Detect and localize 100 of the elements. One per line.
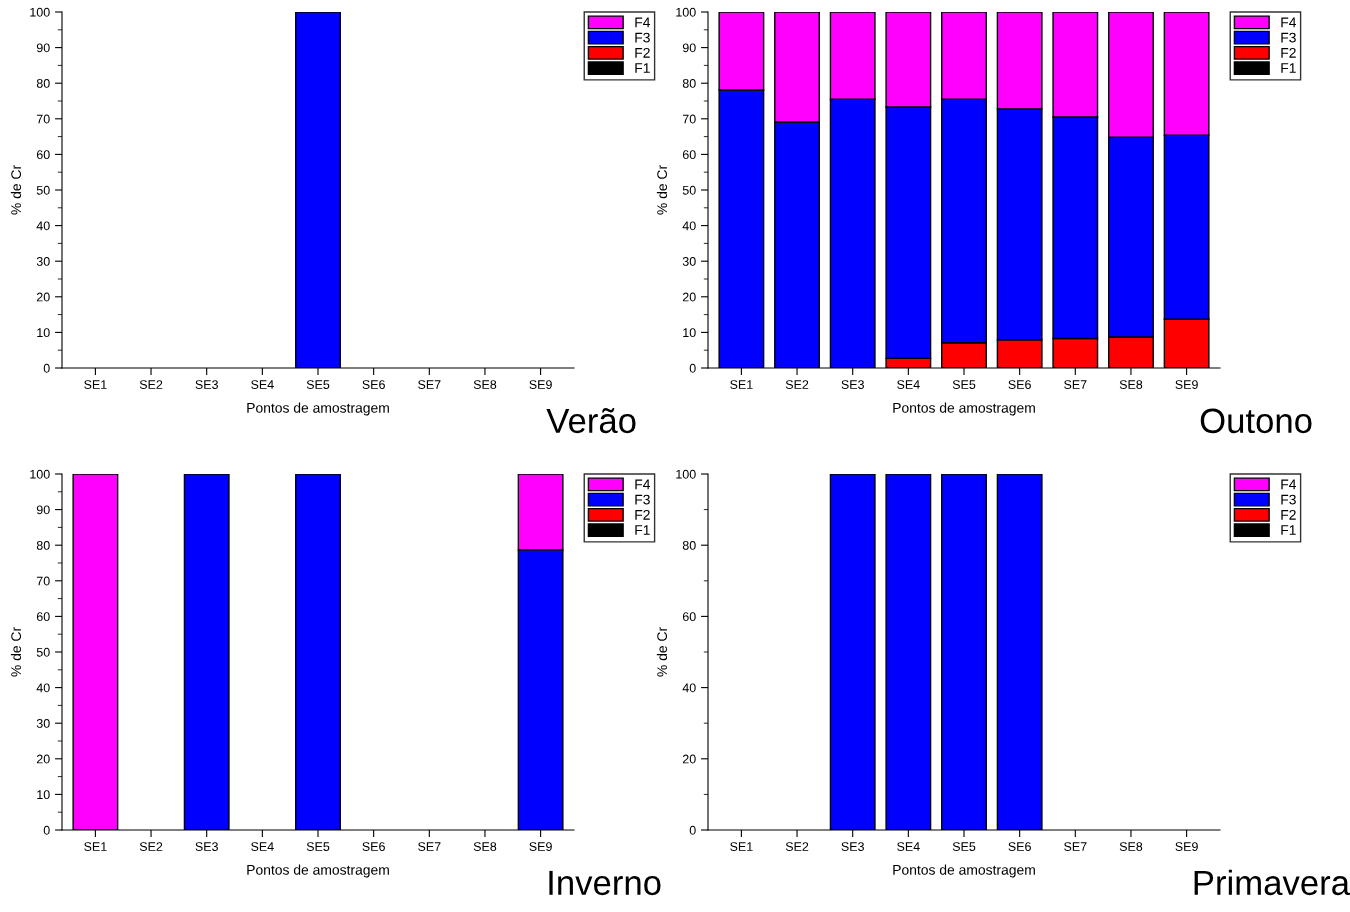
x-tick-label: SE6	[1008, 842, 1031, 851]
y-tick-label: 60	[36, 150, 50, 160]
y-tick-label: 30	[36, 257, 50, 266]
y-tick-label: 70	[36, 114, 50, 124]
legend-label: F4	[635, 17, 651, 28]
y-tick-label: 20	[682, 754, 696, 764]
x-tick-label: SE9	[1175, 842, 1198, 851]
y-tick-label: 60	[36, 612, 50, 622]
x-tick-label: SE5	[306, 380, 330, 389]
y-tick-label: 90	[36, 505, 50, 515]
x-tick-label: SE3	[195, 842, 218, 851]
legend-label: F3	[635, 494, 650, 505]
x-tick-label: SE9	[529, 380, 552, 389]
y-tick-label: 80	[36, 541, 50, 550]
y-tick-label: 100	[676, 7, 696, 17]
x-tick-label: SE6	[1008, 380, 1031, 389]
x-tick-label: SE1	[84, 380, 107, 389]
y-tick-label: 10	[37, 790, 50, 800]
x-tick-label: SE3	[841, 842, 864, 851]
y-tick-label: 40	[682, 221, 696, 231]
y-tick-label: 30	[682, 257, 696, 266]
legend-label: F4	[1281, 17, 1297, 28]
y-tick-label: 20	[36, 754, 50, 764]
x-tick-label: SE6	[362, 380, 385, 389]
x-tick-label: SE6	[362, 842, 385, 851]
legend-label: F2	[1281, 509, 1296, 520]
legend-label: F1	[1281, 63, 1296, 73]
y-tick-label: 70	[36, 576, 50, 586]
x-tick-label: SE8	[1119, 842, 1143, 851]
legend-label: F2	[635, 47, 650, 58]
x-tick-label: SE5	[952, 842, 976, 851]
y-tick-label: 90	[682, 43, 696, 53]
legend-label: F1	[635, 525, 650, 535]
x-axis-title: Pontos de amostragem	[247, 864, 389, 878]
legend-label: F1	[635, 63, 650, 73]
y-tick-label: 40	[682, 683, 696, 693]
legend-label: F3	[635, 32, 650, 43]
legend-label: F3	[1281, 32, 1296, 43]
y-tick-label: 50	[36, 647, 50, 657]
y-tick-label: 50	[36, 185, 50, 195]
y-tick-label: 60	[682, 150, 696, 160]
y-tick-label: 80	[682, 541, 696, 550]
text: Verão	[546, 407, 636, 434]
x-tick-label: SE4	[251, 842, 274, 851]
y-tick-label: 100	[30, 7, 50, 17]
y-tick-label: 10	[683, 328, 696, 338]
x-axis-title: Pontos de amostragem	[893, 864, 1035, 878]
x-tick-label: SE2	[785, 842, 809, 851]
x-tick-label: SE1	[730, 380, 753, 389]
y-tick-label: 70	[682, 114, 696, 124]
x-tick-label: SE1	[730, 842, 753, 851]
y-tick-label: 0	[43, 825, 50, 835]
y-tick-label: 80	[682, 79, 696, 88]
y-axis-title: % de Cr	[10, 165, 22, 215]
y-tick-label: 60	[682, 612, 696, 622]
y-tick-label: 50	[682, 185, 696, 195]
text: Outono	[1200, 408, 1312, 434]
y-tick-label: 40	[36, 221, 50, 231]
x-tick-label: SE9	[529, 842, 552, 851]
x-tick-label: SE7	[1064, 380, 1087, 389]
y-tick-label: 40	[36, 683, 50, 693]
x-tick-label: SE7	[418, 380, 441, 389]
y-tick-label: 0	[689, 363, 696, 373]
text: Inverno	[549, 870, 661, 896]
x-tick-label: SE4	[251, 380, 274, 389]
x-tick-label: SE8	[473, 380, 497, 389]
legend-label: F2	[1281, 47, 1296, 58]
x-tick-label: SE5	[306, 842, 330, 851]
legend-label: F4	[635, 479, 651, 490]
y-tick-label: 30	[36, 719, 50, 728]
x-tick-label: SE3	[841, 380, 864, 389]
y-tick-label: 0	[689, 825, 696, 835]
x-tick-label: SE5	[952, 380, 976, 389]
legend-label: F2	[635, 509, 650, 520]
x-axis-title: Pontos de amostragem	[247, 402, 389, 416]
legend-label: F1	[1281, 525, 1296, 535]
x-tick-label: SE8	[1119, 380, 1143, 389]
y-axis-title: % de Cr	[10, 627, 22, 677]
legend-label: F3	[1281, 494, 1296, 505]
x-tick-label: SE4	[897, 380, 920, 389]
x-tick-label: SE1	[84, 842, 107, 851]
y-tick-label: 10	[37, 328, 50, 338]
x-tick-label: SE9	[1175, 380, 1198, 389]
y-tick-label: 80	[36, 79, 50, 88]
x-tick-label: SE2	[139, 380, 163, 389]
y-tick-label: 90	[36, 43, 50, 53]
x-tick-label: SE7	[418, 842, 441, 851]
x-tick-label: SE4	[897, 842, 920, 851]
y-axis-title: % de Cr	[656, 627, 668, 677]
legend-label: F4	[1281, 479, 1297, 490]
y-tick-label: 20	[36, 292, 50, 302]
x-tick-label: SE2	[785, 380, 809, 389]
x-tick-label: SE7	[1064, 842, 1087, 851]
y-axis-title: % de Cr	[656, 165, 668, 215]
y-tick-label: 20	[682, 292, 696, 302]
x-tick-label: SE3	[195, 380, 218, 389]
text: Primavera	[1194, 869, 1350, 896]
x-tick-label: SE8	[473, 842, 497, 851]
x-axis-title: Pontos de amostragem	[893, 402, 1035, 416]
y-tick-label: 0	[43, 363, 50, 373]
